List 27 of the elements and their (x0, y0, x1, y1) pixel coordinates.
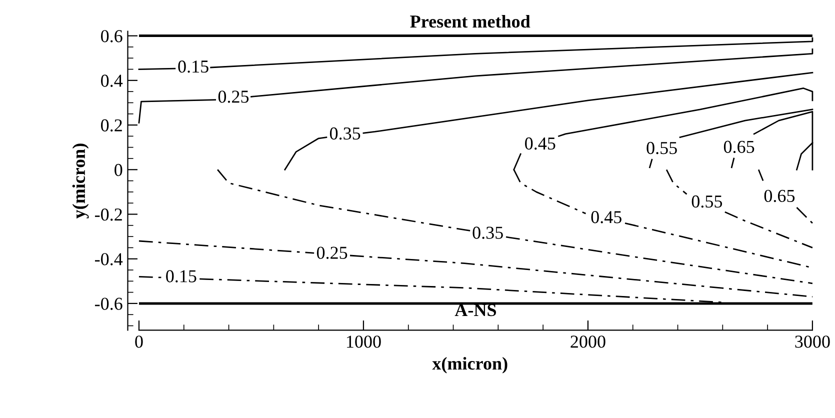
annotation: 0.65 (724, 140, 754, 154)
x-tick-label: 2000 (570, 336, 606, 348)
y-tick-label: -0.2 (94, 208, 122, 221)
annotation: A-NS (454, 304, 496, 316)
x-tick-label: 1000 (347, 336, 381, 348)
y-tick-label: -0.4 (94, 253, 123, 266)
y-tick-label: 0.6 (101, 30, 122, 42)
annotation: 0.15 (166, 270, 196, 282)
x-tick-label: 0 (135, 336, 143, 348)
y-tick-label: 0.2 (101, 119, 122, 132)
y-tick-label: -0.6 (94, 298, 122, 310)
annotation: 0.45 (525, 137, 556, 150)
x-axis-title: x(micron) (432, 357, 508, 374)
y-tick-label: 0.4 (101, 74, 123, 87)
annotation: 0.25 (316, 246, 348, 259)
annotation: 0.35 (472, 226, 503, 239)
y-axis-title: y(micron) (72, 144, 89, 219)
chart-title: Present method (410, 14, 530, 28)
annotation: 0.35 (330, 127, 360, 140)
x-tick-label: 3000 (795, 336, 830, 348)
annotation: 0.55 (692, 195, 722, 208)
annotation: 0.55 (646, 142, 677, 154)
annotation: 0.25 (218, 90, 249, 103)
y-tick-label: 0 (114, 164, 122, 176)
annotation: 0.15 (178, 60, 208, 73)
annotation: 0.65 (764, 190, 795, 202)
annotation: 0.45 (591, 211, 622, 224)
